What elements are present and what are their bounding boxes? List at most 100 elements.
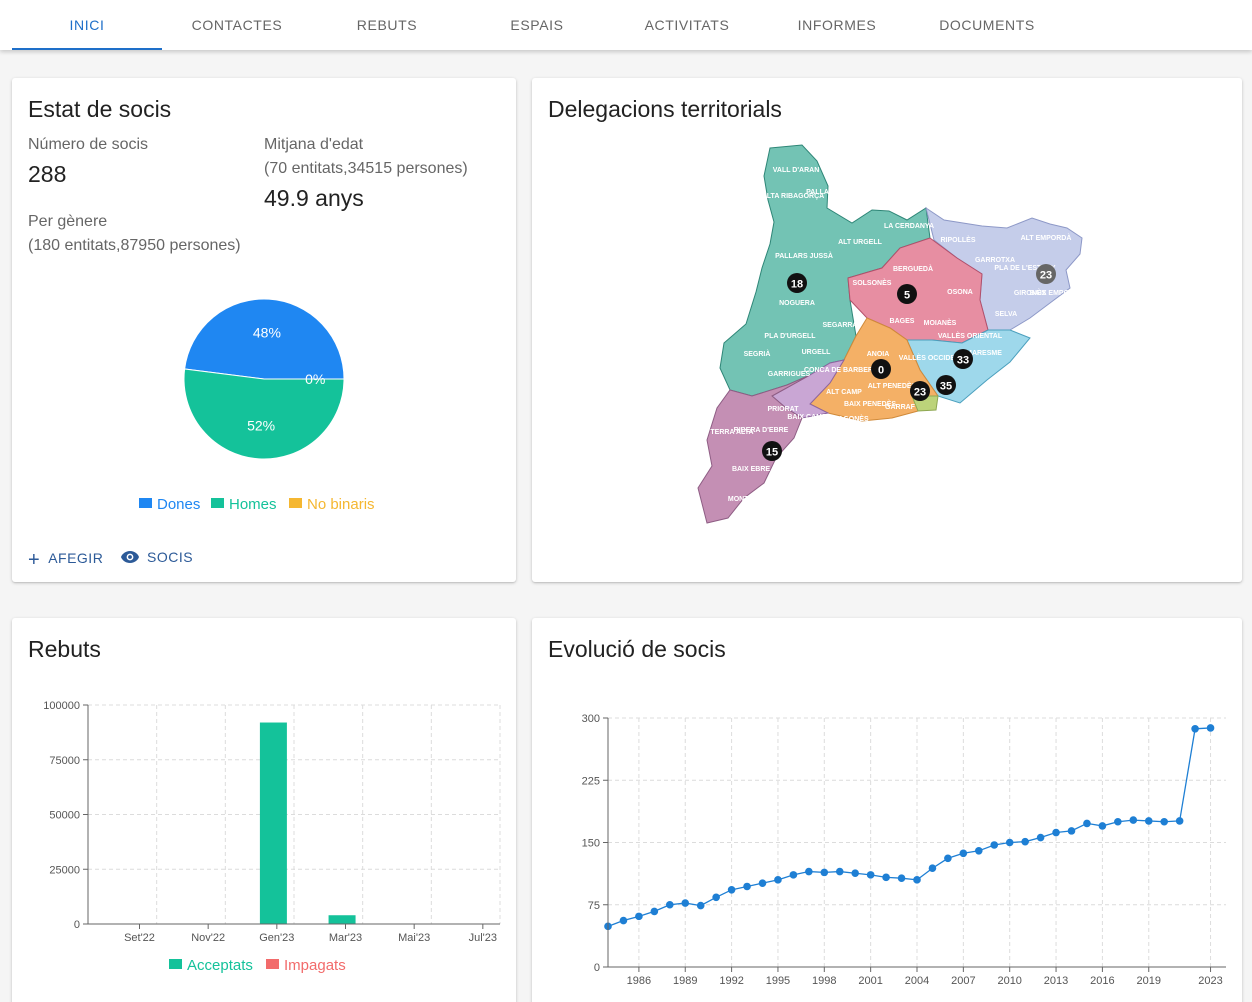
add-member-button[interactable]: + AFEGIR [28,549,103,572]
x-tick-label: Gen'23 [259,932,294,944]
region-label: PLA D'URGELL [764,333,816,340]
region-label: PLA DE L'ESTANY [994,265,1055,272]
legend-label: Homes [229,496,277,513]
data-point [1036,833,1045,842]
marker-terres-ebre[interactable]: 15 [762,441,782,461]
region-label: TERRA ALTA [710,429,753,436]
pie-slice [183,368,345,460]
x-tick-label: 2010 [997,975,1021,987]
data-point [758,879,767,887]
marker-count: 23 [1040,270,1052,282]
x-tick-label: 1986 [627,975,651,987]
marker-central[interactable]: 5 [897,284,917,304]
x-tick-label: 2013 [1044,975,1068,987]
region-label: ALTA RIBAGORÇA [762,193,824,200]
region-label: MONTSIÀ [728,494,760,503]
legend-item-homes[interactable]: Homes [211,496,277,513]
card-title: Delegacions territorials [548,96,782,122]
marker-barcelona[interactable]: 35 [936,375,956,395]
x-tick-label: 1995 [766,975,790,987]
region-label: RIPOLLÈS [940,235,975,244]
legend-swatch [266,959,279,969]
region-label: URGELL [802,349,832,356]
data-point [696,901,705,910]
marker-baix-llobregat[interactable]: 23 [910,381,930,401]
card-title: Evolució de socis [548,636,726,662]
y-tick-label: 75 [588,900,600,912]
data-point [882,873,890,882]
add-member-label: AFEGIR [48,550,104,566]
data-point [619,916,628,925]
legend-swatch [139,498,152,508]
legend-label: Dones [157,496,201,513]
marker-penedes[interactable]: 0 [871,359,891,379]
legend-swatch [169,959,182,969]
x-tick-label: Set'22 [124,932,155,944]
region-label: SEGRIÀ [744,349,771,358]
tab-rebuts[interactable]: REBUTS [356,17,418,33]
legend-item-dones[interactable]: Dones [139,496,200,513]
bar [259,722,287,924]
marker-count: 0 [878,365,884,377]
data-point [975,847,983,855]
legend-label: Acceptats [187,957,253,974]
region-label: RIBERA D'EBRE [734,427,789,434]
x-tick-label: Nov'22 [191,932,225,944]
tab-inici[interactable]: INICI [12,0,162,50]
tab-activitats[interactable]: ACTIVITATS [644,17,730,33]
marker-girona[interactable]: 23 [1036,264,1056,284]
socis-status-card: Estat de socis Número de socis 288 Mitja… [12,78,516,582]
region-label: BAIX EMPORDÀ [1030,288,1084,297]
tab-espais[interactable]: ESPAIS [510,17,564,33]
eye-icon [121,551,139,563]
data-point [1144,817,1153,825]
data-point [820,868,829,877]
marker-count: 35 [940,381,952,393]
view-members-button[interactable]: SOCIS [120,549,193,565]
x-tick-label: 2016 [1090,975,1114,987]
data-point [712,893,720,902]
y-tick-label: 300 [582,713,600,725]
pie-slice-label: 0% [305,371,325,387]
y-tick-label: 0 [74,919,80,931]
member-count-value: 288 [28,161,67,187]
data-point [1005,838,1014,847]
card-title: Estat de socis [28,96,172,122]
region-label: ALT URGELL [838,239,883,246]
gender-label: Per gènere [28,213,108,230]
marker-count: 18 [791,279,803,291]
y-tick-label: 75000 [49,755,80,767]
data-point [1098,822,1107,830]
data-point [635,912,643,921]
tab-contactes[interactable]: CONTACTES [191,17,283,33]
region-label: GARRIGUES [768,371,811,378]
marker-lleida[interactable]: 18 [787,273,807,293]
x-tick-label: 2023 [1198,975,1222,987]
receipts-bar-chart: 0 25000 50000 75000 100000 Set'22 Nov'22 Gen'23… [43,700,501,944]
catalonia-map: VALL D'ARAN ALTA RIBAGORÇA PALLARS SOBIR… [697,144,1084,524]
region-label: SELVA [995,311,1017,318]
top-navigation: INICI CONTACTES REBUTS ESPAIS ACTIVITATS… [0,0,1252,50]
region-label: PALLARS JUSSÀ [775,251,833,260]
legend-item-impagats[interactable]: Impagats [266,957,346,974]
region-label: GIRONÈS [1014,288,1047,297]
region-label: BAGES [890,318,915,325]
marker-count: 15 [766,447,778,459]
receipts-card: Rebuts 0 25000 50000 75000 100000 Set'22 Nov'2… [12,618,516,1002]
legend-item-no-binaris[interactable]: No binaris [289,496,375,513]
data-point [959,849,968,858]
x-tick-label: 2001 [858,975,882,987]
x-tick-label: 1998 [812,975,836,987]
tab-informes[interactable]: INFORMES [797,17,877,33]
region-label: ALT CAMP [826,389,862,396]
series-line [607,727,1211,927]
member-evolution-line-chart: 0 75 150 225 300 1986 1989 1992 1995 1998 2001 2004… [582,713,1226,987]
data-point [913,876,921,884]
legend-item-acceptats[interactable]: Acceptats [169,957,253,974]
region-label: MARESME [966,350,1002,357]
region-label: ALT EMPORDÀ [1021,233,1072,242]
tab-documents[interactable]: DOCUMENTS [939,17,1035,33]
marker-count: 33 [957,355,969,367]
marker-valles[interactable]: 33 [953,349,973,369]
region-terres-ebre[interactable] [697,374,811,524]
